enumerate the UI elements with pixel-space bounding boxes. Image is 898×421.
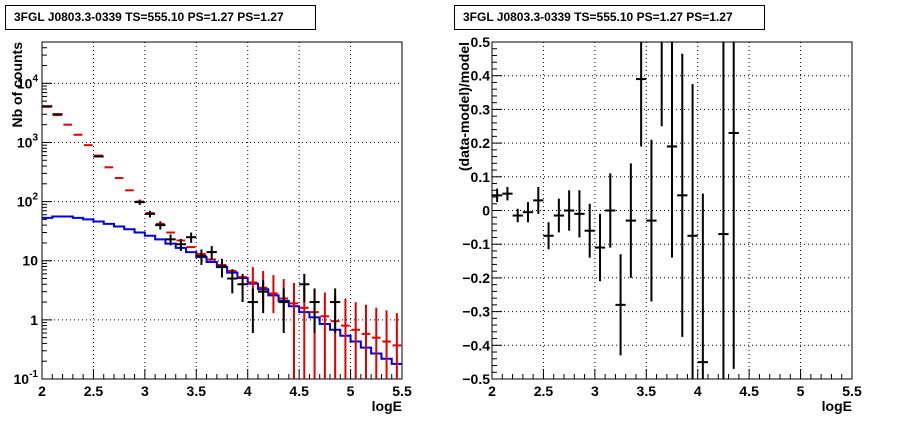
right-x-tick-label: 5 (797, 383, 805, 399)
left-y-tick-label: 1 (30, 312, 38, 328)
right-x-tick-label: 3 (591, 383, 599, 399)
left-plot-title: 3FGL J0803.3-0339 TS=555.10 PS=1.27 PS=1… (5, 5, 316, 30)
right-y-tick-label: −0.1 (462, 236, 490, 252)
right-plot-title: 3FGL J0803.3-0339 TS=555.10 PS=1.27 PS=1… (454, 5, 765, 30)
right-y-axis-label: (data-model)/model (456, 42, 472, 171)
left-x-tick-label: 4 (244, 383, 252, 399)
left-y-tick-label: 104 (17, 73, 39, 91)
right-panel: −0.5 −0.4 −0.3 −0.2 −0.1 0 0.1 0.2 0.3 0.4 0.5 2 2.5… (456, 34, 862, 414)
right-x-tick-label: 5.5 (842, 383, 862, 399)
right-y-tick-label: −0.4 (462, 337, 490, 353)
right-x-tick-label: 2.5 (534, 383, 554, 399)
left-y-tick-label: 10 (22, 253, 38, 269)
left-x-tick-label: 4.5 (289, 383, 309, 399)
left-x-axis-label: logE (372, 398, 402, 414)
right-x-tick-label: 4.5 (739, 383, 759, 399)
right-x-tick-label: 4 (694, 383, 702, 399)
right-y-tick-label: −0.5 (462, 371, 490, 387)
right-y-tick-label: 0 (482, 203, 490, 219)
right-y-tick-label: −0.2 (462, 270, 490, 286)
right-x-tick-label: 3.5 (637, 383, 657, 399)
left-x-tick-label: 3.5 (187, 383, 207, 399)
right-y-tick-label: −0.3 (462, 304, 490, 320)
left-x-tick-label: 3 (141, 383, 149, 399)
left-y-tick-label: 103 (17, 132, 39, 150)
right-y-tick-label: 0.2 (471, 135, 491, 151)
right-y-tick-label: 0.3 (471, 101, 491, 117)
left-plot-frame (41, 41, 403, 380)
left-x-tick-label: 5 (347, 383, 355, 399)
right-y-tick-label: 0.4 (471, 68, 491, 84)
right-x-axis-label: logE (822, 398, 852, 414)
left-x-tick-label: 2.5 (84, 383, 104, 399)
left-y-axis-label: Nb of counts (9, 42, 25, 128)
left-x-tick-label: 5.5 (392, 383, 412, 399)
right-y-tick-label: 0.5 (471, 34, 491, 50)
left-y-tick-label: 102 (17, 192, 39, 210)
right-y-tick-label: 0.1 (471, 169, 491, 185)
left-y-tick-label: 10-1 (14, 369, 39, 387)
right-x-tick-label: 2 (488, 383, 496, 399)
left-x-tick-label: 2 (38, 383, 46, 399)
left-source-model-line (42, 215, 402, 365)
